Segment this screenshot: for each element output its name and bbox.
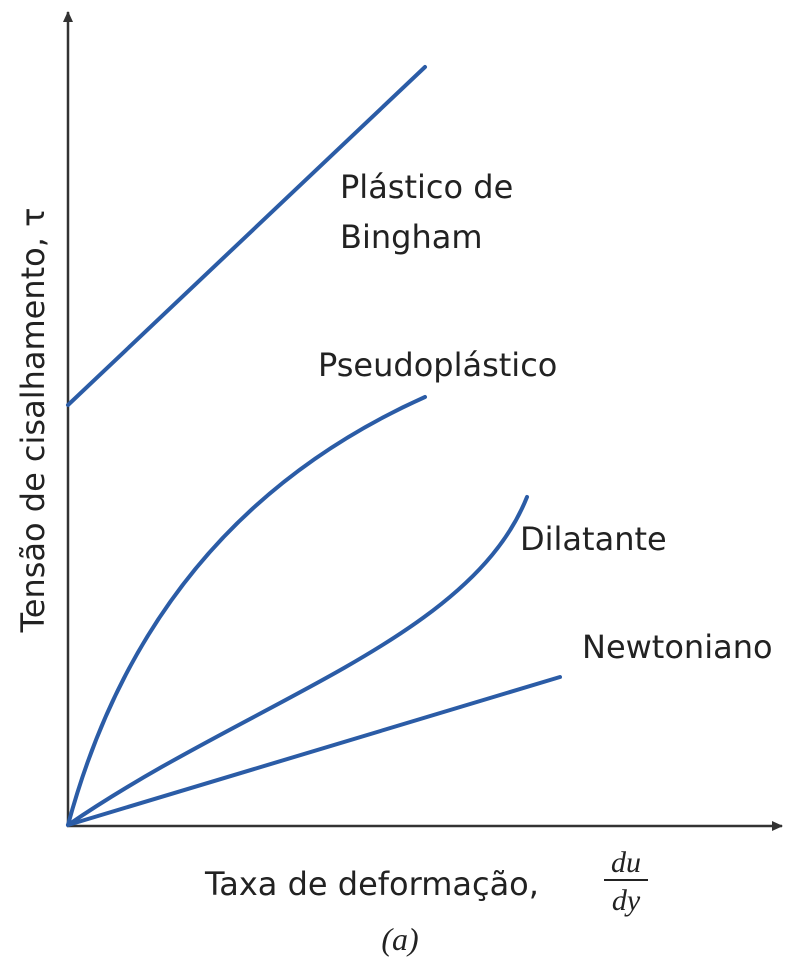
fraction-denominator: dy [612,884,641,917]
dilatant-curve [66,495,529,827]
curve-label: Pseudoplástico [318,346,557,384]
fraction-numerator: du [611,846,641,879]
x-axis-label: Taxa de deformação, [204,865,539,903]
caption: (a) [381,921,418,957]
newtonian-curve [66,675,562,827]
y-axis-label: Tensão de cisalhamento, τ [14,208,52,634]
curve-label: Bingham [340,218,483,256]
curve-label: Plástico de [340,168,513,206]
curve-label: Newtoniano [582,628,773,666]
pseudoplastic-curve [66,395,427,827]
curve-label: Dilatante [520,520,667,558]
bingham-curve [66,65,427,407]
